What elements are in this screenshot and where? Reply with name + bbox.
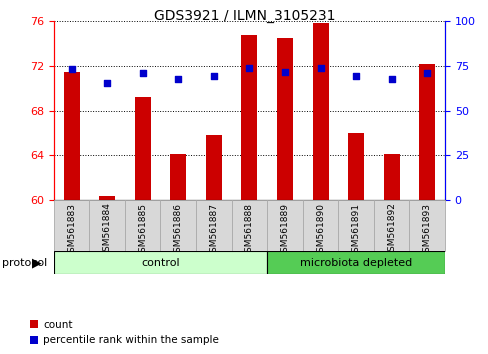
Bar	[418, 64, 434, 200]
Point	[245, 65, 253, 71]
Text: GSM561887: GSM561887	[209, 202, 218, 258]
Bar	[170, 154, 186, 200]
FancyBboxPatch shape	[373, 200, 408, 251]
Bar	[383, 154, 399, 200]
Point	[209, 73, 217, 79]
Point	[174, 76, 182, 82]
Point	[139, 70, 146, 75]
Text: GSM561889: GSM561889	[280, 202, 289, 258]
Text: GSM561888: GSM561888	[244, 202, 253, 258]
Bar	[99, 195, 115, 200]
FancyBboxPatch shape	[231, 200, 266, 251]
Point	[423, 70, 430, 75]
Text: control: control	[141, 258, 180, 268]
Point	[387, 76, 395, 82]
Text: GDS3921 / ILMN_3105231: GDS3921 / ILMN_3105231	[153, 9, 335, 23]
FancyBboxPatch shape	[54, 251, 266, 274]
Text: GSM561883: GSM561883	[67, 202, 76, 258]
Bar	[347, 133, 364, 200]
Bar	[63, 72, 80, 200]
FancyBboxPatch shape	[338, 200, 373, 251]
FancyBboxPatch shape	[302, 200, 338, 251]
Text: GSM561891: GSM561891	[351, 202, 360, 258]
Text: GSM561885: GSM561885	[138, 202, 147, 258]
Text: microbiota depleted: microbiota depleted	[299, 258, 411, 268]
Bar	[134, 97, 150, 200]
FancyBboxPatch shape	[408, 200, 444, 251]
FancyBboxPatch shape	[266, 251, 444, 274]
Point	[281, 69, 288, 74]
FancyBboxPatch shape	[196, 200, 231, 251]
Point	[351, 73, 359, 79]
Text: GSM561886: GSM561886	[173, 202, 183, 258]
Text: protocol: protocol	[2, 258, 48, 268]
FancyBboxPatch shape	[124, 200, 160, 251]
Text: GSM561884: GSM561884	[102, 202, 111, 257]
Bar	[241, 35, 257, 200]
Bar	[205, 135, 222, 200]
Text: ▶: ▶	[32, 256, 42, 269]
Point	[316, 65, 324, 71]
Text: GSM561892: GSM561892	[386, 202, 395, 257]
FancyBboxPatch shape	[89, 200, 124, 251]
FancyBboxPatch shape	[266, 200, 302, 251]
Bar	[276, 38, 292, 200]
Text: GSM561893: GSM561893	[422, 202, 431, 258]
Point	[67, 67, 75, 72]
Bar	[312, 23, 328, 200]
FancyBboxPatch shape	[160, 200, 196, 251]
FancyBboxPatch shape	[54, 200, 89, 251]
Point	[103, 80, 111, 86]
Legend: count, percentile rank within the sample: count, percentile rank within the sample	[30, 320, 219, 345]
Text: GSM561890: GSM561890	[315, 202, 325, 258]
